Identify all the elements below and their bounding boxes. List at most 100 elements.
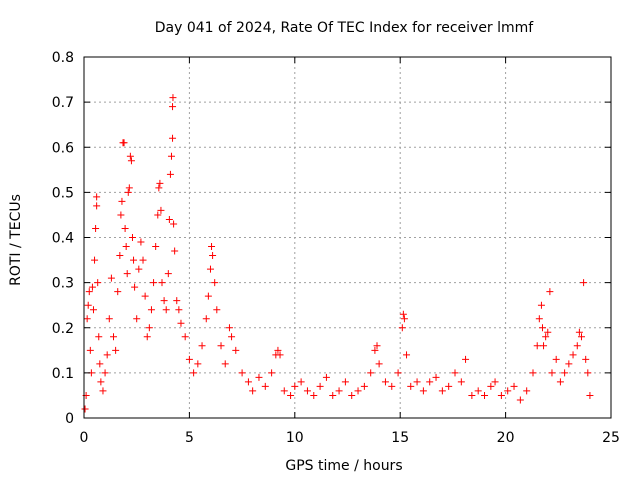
data-point (169, 94, 177, 102)
data-point (529, 369, 537, 377)
data-point (169, 103, 177, 111)
data-point (118, 197, 126, 205)
data-point (221, 360, 229, 368)
data-point (154, 211, 162, 219)
data-point (107, 274, 115, 282)
data-point (297, 378, 305, 386)
data-point (105, 315, 113, 323)
data-point (546, 288, 554, 296)
data-point (462, 355, 470, 363)
data-point (171, 247, 179, 255)
data-point (398, 324, 406, 332)
data-point (388, 382, 396, 390)
data-point (86, 346, 94, 354)
data-point (371, 346, 379, 354)
data-point (287, 391, 295, 399)
data-point (438, 387, 446, 395)
data-point (92, 224, 100, 232)
data-point (310, 391, 318, 399)
data-point (206, 265, 214, 273)
data-point (268, 369, 276, 377)
data-point (181, 333, 189, 341)
data-point (158, 279, 166, 287)
data-point (97, 378, 105, 386)
data-point (451, 369, 459, 377)
data-point (124, 188, 132, 196)
data-point (101, 369, 109, 377)
data-point (166, 170, 174, 178)
chart-title: Day 041 of 2024, Rate Of TEC Index for r… (155, 20, 535, 36)
data-point (81, 405, 89, 413)
data-point (432, 373, 440, 381)
data-marks (81, 94, 594, 413)
data-point (561, 369, 569, 377)
data-point (329, 391, 337, 399)
data-point (481, 391, 489, 399)
data-point (537, 301, 545, 309)
data-point (130, 256, 138, 264)
x-tick-label: 25 (602, 430, 620, 446)
data-point (116, 252, 124, 260)
data-point (341, 378, 349, 386)
data-point (274, 346, 282, 354)
data-point (586, 391, 594, 399)
data-point (491, 378, 499, 386)
data-point (468, 391, 476, 399)
y-tick-label: 0.7 (52, 95, 74, 111)
data-point (255, 373, 263, 381)
data-point (354, 387, 362, 395)
data-point (135, 265, 143, 273)
data-point (143, 333, 151, 341)
data-point (156, 179, 164, 187)
data-point (122, 243, 130, 251)
data-point (445, 382, 453, 390)
y-tick-label: 0.5 (52, 185, 74, 201)
data-point (157, 206, 165, 214)
data-point (217, 342, 225, 350)
data-point (403, 351, 411, 359)
data-point (413, 378, 421, 386)
data-point (367, 369, 375, 377)
data-point (573, 342, 581, 350)
data-point (95, 333, 103, 341)
data-point (198, 342, 206, 350)
data-point (155, 184, 163, 192)
data-point (125, 184, 133, 192)
data-point (457, 378, 465, 386)
data-point (504, 387, 512, 395)
data-point (548, 369, 556, 377)
data-point (177, 319, 185, 327)
data-point (162, 306, 170, 314)
data-point (84, 301, 92, 309)
data-point (139, 256, 147, 264)
data-point (261, 382, 269, 390)
data-point (232, 346, 240, 354)
data-point (131, 283, 139, 291)
data-point (120, 139, 128, 147)
data-point (280, 387, 288, 395)
data-point (204, 292, 212, 300)
data-point (544, 328, 552, 336)
data-point (83, 315, 91, 323)
data-point (99, 387, 107, 395)
data-point (276, 351, 284, 359)
data-point (175, 306, 183, 314)
data-point (575, 328, 583, 336)
data-point (538, 324, 546, 332)
data-point (535, 315, 543, 323)
data-point (165, 215, 173, 223)
data-point (303, 387, 311, 395)
data-point (407, 382, 415, 390)
data-point (580, 279, 588, 287)
data-point (123, 270, 131, 278)
y-tick-label: 0.2 (52, 321, 74, 337)
data-point (360, 382, 368, 390)
data-point (169, 134, 177, 142)
data-point (322, 373, 330, 381)
data-point (474, 387, 482, 395)
y-tick-label: 0.3 (52, 276, 74, 292)
data-point (225, 324, 233, 332)
data-point (96, 360, 104, 368)
data-point (121, 224, 129, 232)
data-point (152, 243, 160, 251)
